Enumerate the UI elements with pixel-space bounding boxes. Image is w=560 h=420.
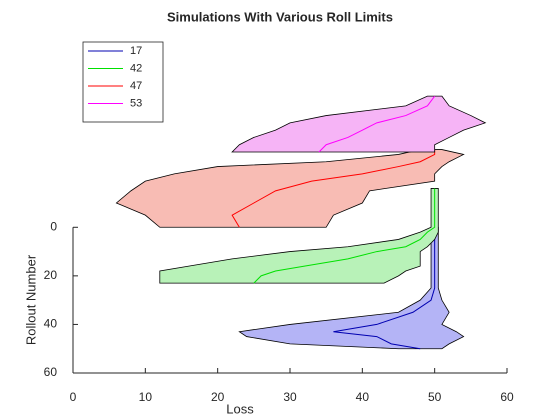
band [115,149,465,228]
x-tick-label: 40 [356,390,370,404]
band [231,95,487,153]
x-axis-label: Loss [226,401,254,416]
legend-box [82,41,164,123]
legend-label: 53 [130,97,142,109]
x-tick-label: 10 [139,390,153,404]
y-tick-label: 20 [44,268,58,282]
x-tick-label: 0 [70,390,77,404]
x-tick-label: 60 [500,390,514,404]
x-tick-label: 20 [211,390,225,404]
legend-label: 47 [130,80,142,92]
y-tick-label: 60 [44,365,58,379]
y-axis-label: Rollout Number [23,254,38,345]
band [159,188,439,284]
legend-label: 42 [130,62,142,74]
center-line [333,227,436,350]
x-tick-label: 50 [428,390,442,404]
y-tick-label: 0 [50,219,57,233]
chart-title: Simulations With Various Roll Limits [167,9,393,24]
center-line [318,95,436,153]
legend-label: 17 [130,45,142,57]
x-tick-label: 30 [283,390,297,404]
center-line [231,149,436,228]
y-tick-label: 40 [44,317,58,331]
center-line [253,188,436,284]
band [238,226,465,350]
